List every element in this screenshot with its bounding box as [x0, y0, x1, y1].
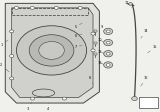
Circle shape: [78, 6, 82, 9]
Circle shape: [106, 30, 110, 33]
Circle shape: [29, 35, 74, 66]
Circle shape: [10, 55, 14, 57]
Circle shape: [104, 51, 113, 57]
Circle shape: [106, 64, 110, 66]
Text: 1: 1: [0, 40, 8, 47]
Circle shape: [10, 77, 14, 80]
Text: 11: 11: [124, 1, 132, 8]
Circle shape: [129, 3, 132, 5]
Text: 5: 5: [74, 23, 82, 29]
Circle shape: [10, 30, 14, 33]
Text: 4: 4: [47, 103, 49, 111]
Circle shape: [106, 41, 110, 44]
Bar: [12, 8, 88, 15]
Circle shape: [104, 62, 113, 68]
Bar: [94, 30, 97, 32]
Text: 9: 9: [101, 25, 107, 31]
Text: 10: 10: [98, 38, 104, 42]
Bar: [94, 53, 97, 55]
Circle shape: [62, 97, 66, 100]
Circle shape: [104, 39, 113, 46]
Ellipse shape: [32, 89, 55, 97]
Text: 2: 2: [0, 63, 9, 72]
Circle shape: [91, 49, 95, 52]
Text: 8: 8: [89, 76, 93, 84]
Circle shape: [91, 32, 95, 35]
Circle shape: [14, 6, 19, 9]
Text: 7: 7: [74, 45, 82, 49]
Text: 16: 16: [141, 76, 148, 86]
Text: 14: 14: [141, 29, 148, 38]
Bar: [139, 97, 158, 108]
Text: 6: 6: [74, 34, 82, 38]
Text: 12: 12: [98, 50, 104, 54]
Polygon shape: [12, 8, 93, 97]
Text: 15: 15: [148, 45, 157, 53]
Circle shape: [39, 41, 64, 59]
Text: 3: 3: [27, 102, 32, 111]
Polygon shape: [5, 3, 99, 103]
Circle shape: [30, 6, 34, 9]
Bar: [94, 42, 97, 44]
Circle shape: [104, 28, 113, 34]
Text: 13: 13: [98, 61, 104, 65]
Circle shape: [16, 26, 87, 75]
Circle shape: [54, 6, 58, 9]
Circle shape: [132, 97, 137, 101]
Circle shape: [30, 97, 34, 100]
Circle shape: [106, 52, 110, 55]
